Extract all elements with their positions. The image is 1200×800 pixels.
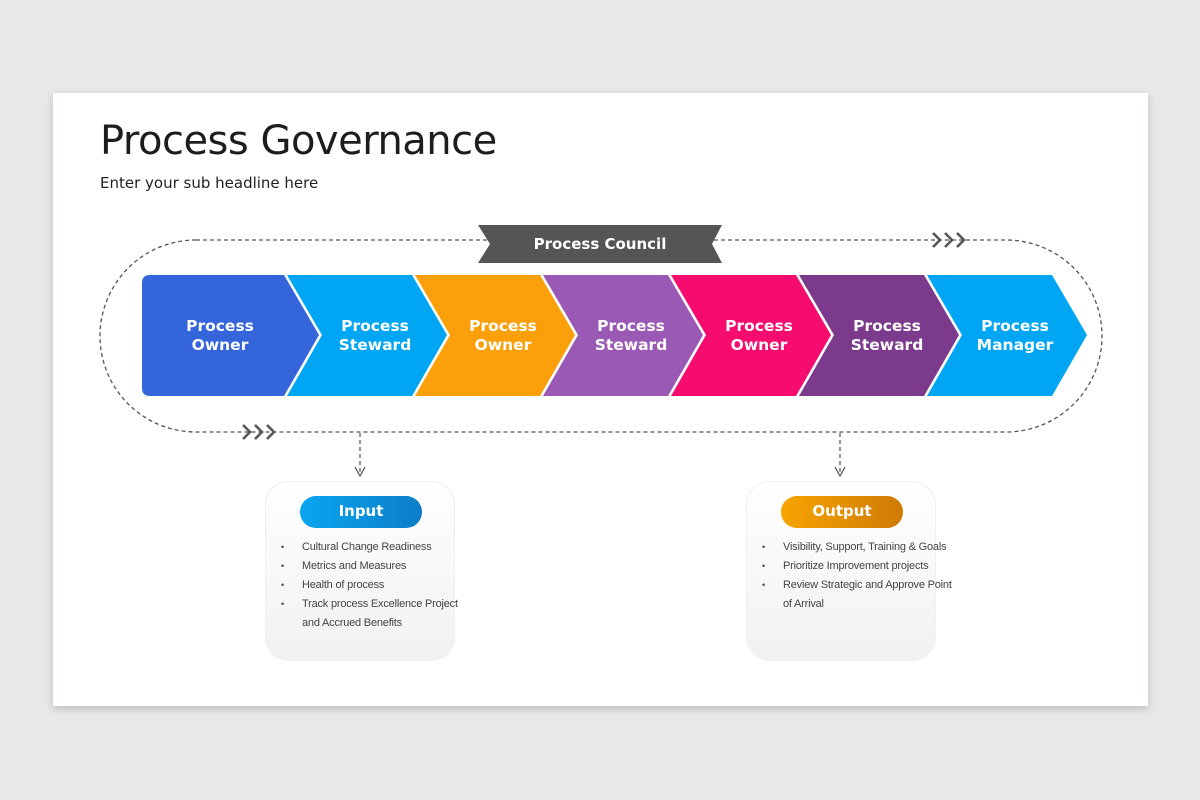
list-item: Health of process: [281, 576, 477, 595]
list-item: Metrics and Measures: [281, 557, 477, 576]
list-item: Track process Excellence Project and Acc…: [281, 595, 477, 633]
chevron-label-line2: Owner: [474, 336, 532, 354]
list-item: Visibility, Support, Training & Goals: [762, 538, 958, 557]
chevron-label-line2: Owner: [730, 336, 788, 354]
down-arrow-input: [354, 433, 366, 478]
chevron-label-line1: Process: [981, 317, 1049, 335]
chevron-step: [415, 275, 575, 396]
chevron-step: [543, 275, 703, 396]
council-label: Process Council: [533, 235, 667, 253]
chevron-step: [671, 275, 831, 396]
down-arrow-output: [834, 433, 846, 478]
chevron-label: Process Steward: [310, 317, 440, 355]
chevron-label: Process Manager: [950, 317, 1080, 355]
chevron-label-line2: Steward: [594, 336, 668, 354]
output-card: Output Visibility, Support, Training & G…: [746, 481, 952, 661]
list-item: Cultural Change Readiness: [281, 538, 477, 557]
chevron-label-line1: Process: [469, 317, 537, 335]
chevron-label-line2: Owner: [191, 336, 249, 354]
chevron-label-line2: Manager: [976, 336, 1054, 354]
chevron-label-line1: Process: [597, 317, 665, 335]
list-item: Review Strategic and Approve Point of Ar…: [762, 576, 958, 614]
dashed-loop: [99, 239, 1103, 433]
chevron-label-line1: Process: [725, 317, 793, 335]
flow-arrows-top: [932, 232, 966, 248]
chevron-label-line2: Steward: [338, 336, 412, 354]
council-banner: [478, 225, 722, 263]
chevron-label: Process Steward: [566, 317, 696, 355]
chevron-label: Process Owner: [694, 317, 824, 355]
slide: [53, 93, 1148, 706]
chevron-label: Process Owner: [438, 317, 568, 355]
input-card: Input Cultural Change Readiness Metrics …: [265, 481, 458, 661]
chevron-label: Process Steward: [822, 317, 952, 355]
output-pill: Output: [781, 496, 903, 528]
flow-arrows-bottom: [242, 424, 276, 440]
chevron-label-line1: Process: [341, 317, 409, 335]
list-item: Prioritize Improvement projects: [762, 557, 958, 576]
input-list: Cultural Change Readiness Metrics and Me…: [266, 538, 477, 633]
chevron-step: [927, 275, 1087, 396]
chevron-step: [142, 275, 319, 396]
subtitle: Enter your sub headline here: [100, 174, 319, 192]
chevron-label: Process Owner: [155, 317, 285, 355]
page-title: Process Governance: [100, 118, 497, 164]
chevron-label-line1: Process: [186, 317, 254, 335]
chevron-step: [799, 275, 959, 396]
input-pill: Input: [300, 496, 422, 528]
chevron-label-line1: Process: [853, 317, 921, 335]
chevron-step: [287, 275, 447, 396]
chevron-label-line2: Steward: [850, 336, 924, 354]
output-list: Visibility, Support, Training & Goals Pr…: [747, 538, 958, 614]
